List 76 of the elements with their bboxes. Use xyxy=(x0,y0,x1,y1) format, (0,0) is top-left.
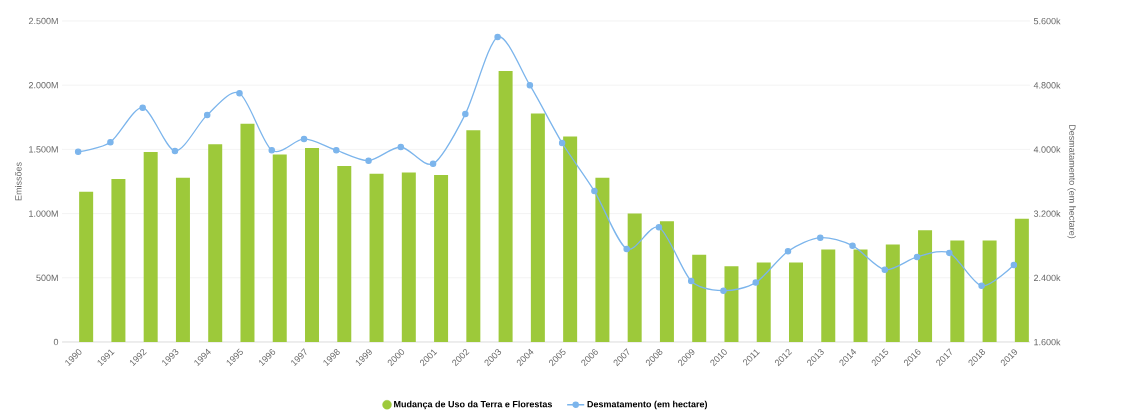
bar xyxy=(756,262,771,342)
point xyxy=(526,81,534,89)
point xyxy=(623,245,630,253)
bar xyxy=(272,154,287,342)
bar xyxy=(659,221,674,342)
bar xyxy=(982,240,997,342)
bar xyxy=(305,148,320,342)
bar xyxy=(143,151,158,342)
point xyxy=(300,135,308,143)
bar xyxy=(885,244,900,342)
point xyxy=(139,104,146,111)
point xyxy=(752,279,759,286)
point xyxy=(203,111,211,119)
point xyxy=(558,139,566,147)
y2-axis-title: Desmatamento (em hectare) xyxy=(1067,124,1076,239)
y-tick-label: 2.500M xyxy=(28,17,58,25)
point xyxy=(817,234,824,241)
point xyxy=(881,266,889,274)
point xyxy=(720,287,727,294)
bar xyxy=(208,144,223,342)
y2-tick-label: 2.400k xyxy=(1033,274,1061,282)
bar xyxy=(401,172,416,342)
bar xyxy=(595,177,610,342)
point xyxy=(397,143,405,151)
y-tick-label: 1.500M xyxy=(29,146,58,153)
y2-tick-label: 4.000k xyxy=(1033,146,1061,153)
bar xyxy=(175,177,190,342)
point xyxy=(171,147,179,155)
legend-label: Desmatamento (em hectare) xyxy=(587,400,708,410)
point xyxy=(429,160,437,168)
bar xyxy=(111,178,126,342)
y2-tick-label: 3.200k xyxy=(1033,210,1061,217)
bar xyxy=(1014,218,1029,342)
point xyxy=(849,242,856,249)
bar xyxy=(466,130,481,342)
bar xyxy=(240,123,255,342)
point xyxy=(74,148,82,156)
y-tick-label: 500M xyxy=(36,274,58,281)
point xyxy=(107,138,114,146)
point xyxy=(268,146,275,154)
point xyxy=(978,282,985,290)
bar xyxy=(853,249,868,342)
bar xyxy=(692,254,707,342)
point xyxy=(365,157,372,164)
point xyxy=(946,249,953,257)
bar xyxy=(918,230,933,342)
point xyxy=(494,33,501,41)
y2-tick-label: 5.600k xyxy=(1033,17,1061,25)
y2-tick-label: 1.600k xyxy=(1034,338,1061,346)
point xyxy=(1010,261,1018,269)
point xyxy=(236,89,243,97)
point xyxy=(687,277,695,285)
y-tick-label: 2.000M xyxy=(28,82,58,89)
bar xyxy=(789,262,803,342)
bar xyxy=(821,249,836,342)
y2-tick-label: 4.800k xyxy=(1033,81,1061,89)
legend-label: Mudança de Uso da Terra e Florestas xyxy=(394,400,553,410)
bar xyxy=(369,173,384,342)
y-tick-label: 0 xyxy=(53,338,59,346)
y-axis-title: Emissões xyxy=(14,162,22,201)
y-tick-label: 1.000M xyxy=(29,210,58,217)
point xyxy=(655,223,663,231)
point xyxy=(462,110,469,118)
bar xyxy=(434,175,449,342)
bar xyxy=(563,136,578,342)
bar xyxy=(79,191,94,342)
bar xyxy=(627,213,642,342)
bar xyxy=(498,71,513,342)
point xyxy=(913,253,921,261)
bar xyxy=(530,113,545,342)
bar xyxy=(337,166,352,342)
point xyxy=(784,248,792,255)
bar xyxy=(724,266,739,342)
bar xyxy=(950,240,965,342)
point xyxy=(591,187,598,195)
point xyxy=(333,146,340,154)
